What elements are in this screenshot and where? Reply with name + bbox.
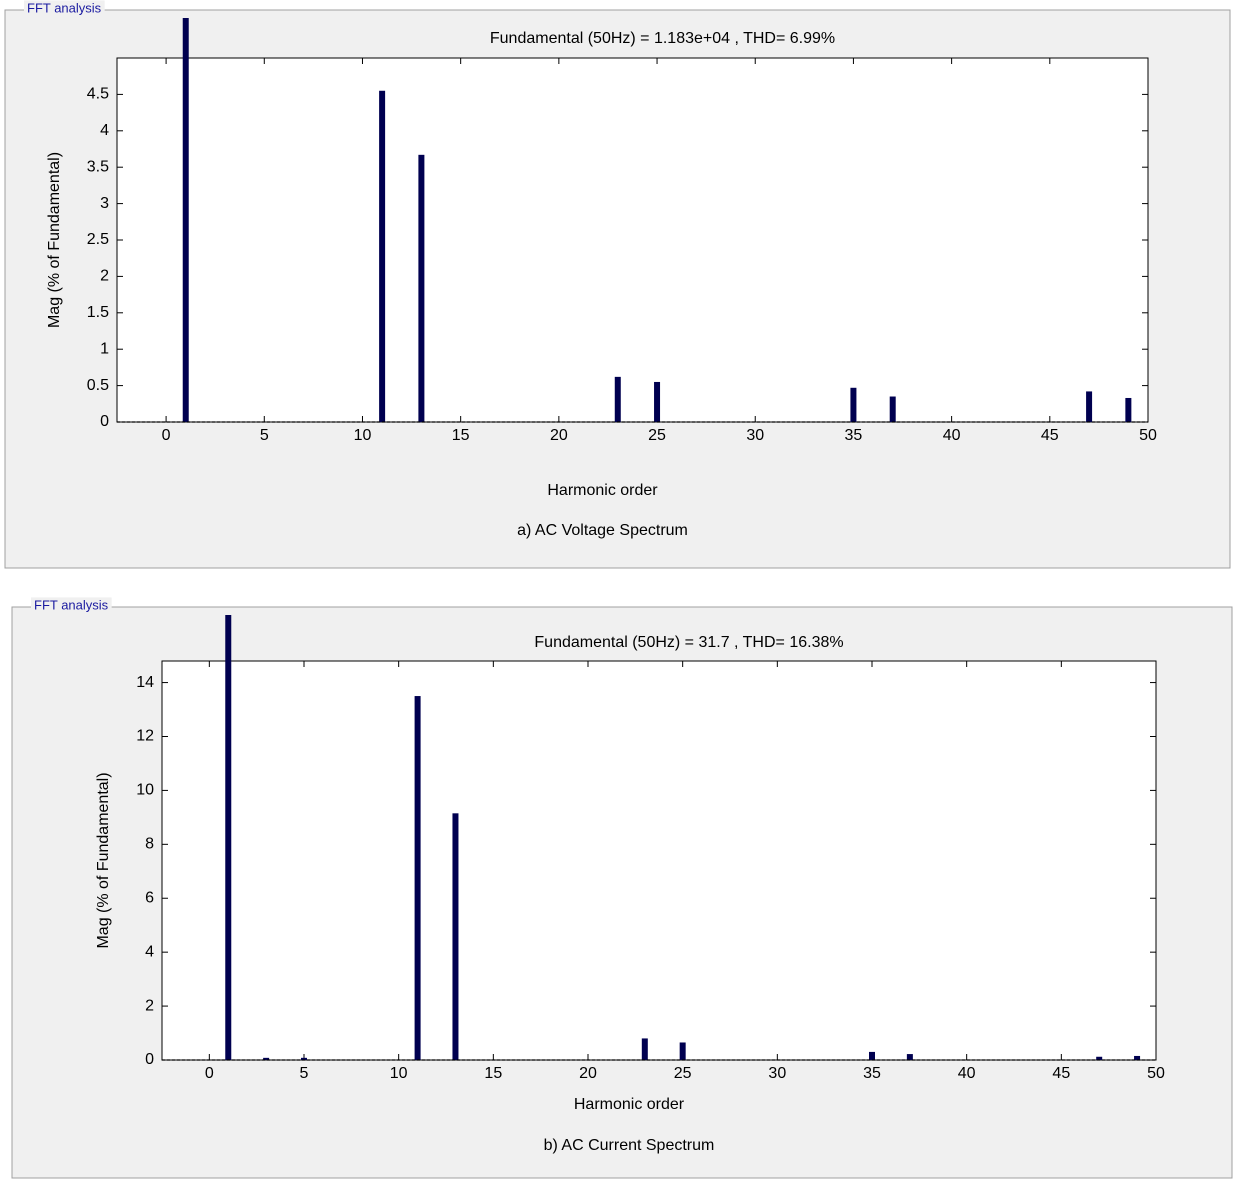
y-tick-label: 4.5	[87, 86, 109, 103]
y-tick-label: 4	[145, 943, 154, 960]
bar	[182, 18, 189, 422]
y-tick-label: 1	[100, 340, 109, 357]
bar	[1086, 391, 1093, 422]
x-tick-label: 5	[260, 427, 269, 444]
x-tick-label: 10	[390, 1065, 408, 1082]
y-tick-label: 14	[136, 674, 154, 691]
plot-area	[116, 57, 1149, 423]
x-axis-label: Harmonic order	[574, 1096, 685, 1113]
bar	[1096, 1056, 1103, 1060]
x-tick-label: 40	[958, 1065, 976, 1082]
x-tick-label: 25	[648, 427, 666, 444]
bar	[418, 154, 425, 422]
panel-label-bg	[24, 0, 105, 16]
bar	[641, 1038, 648, 1060]
y-axis-label: Mag (% of Fundamental)	[46, 152, 63, 328]
x-tick-label: 25	[674, 1065, 692, 1082]
bar	[301, 1057, 307, 1060]
y-tick-label: 0	[145, 1051, 154, 1068]
x-tick-label: 15	[452, 427, 470, 444]
x-tick-label: 35	[845, 427, 863, 444]
y-tick-label: 3	[100, 195, 109, 212]
x-tick-label: 5	[300, 1065, 309, 1082]
panel-label: FFT analysis	[27, 0, 102, 15]
caption: b) AC Current Spectrum	[544, 1137, 715, 1154]
y-tick-label: 2	[100, 268, 109, 285]
x-tick-label: 45	[1041, 427, 1059, 444]
y-tick-label: 4	[100, 122, 109, 139]
x-tick-label: 10	[354, 427, 372, 444]
y-tick-label: 8	[145, 836, 154, 853]
x-tick-label: 45	[1052, 1065, 1070, 1082]
bar	[1125, 397, 1132, 422]
bar	[654, 381, 661, 422]
panel-label: FFT analysis	[34, 597, 109, 612]
bar	[263, 1057, 270, 1060]
x-tick-label: 35	[863, 1065, 881, 1082]
y-tick-label: 0	[100, 413, 109, 430]
bar	[889, 396, 896, 422]
panel-label-bg	[31, 597, 112, 613]
x-tick-label: 50	[1147, 1065, 1165, 1082]
x-tick-label: 30	[746, 427, 764, 444]
y-tick-label: 2.5	[87, 231, 109, 248]
y-tick-label: 3.5	[87, 158, 109, 175]
bar	[1134, 1055, 1141, 1060]
fft-panel: FFT analysis 0 2 4 6 8 10 12 14 0 5 10 15 20 25 30 35 40 4…	[11, 597, 1233, 1179]
y-tick-label: 12	[136, 728, 154, 745]
x-tick-label: 0	[162, 427, 171, 444]
bar	[869, 1051, 875, 1060]
y-axis-label: Mag (% of Fundamental)	[95, 772, 112, 948]
x-tick-label: 30	[768, 1065, 786, 1082]
y-tick-label: 2	[145, 997, 154, 1014]
bar	[379, 90, 386, 422]
x-tick-label: 15	[484, 1065, 502, 1082]
x-tick-label: 50	[1139, 427, 1157, 444]
bar	[679, 1042, 686, 1060]
x-tick-label: 0	[205, 1065, 214, 1082]
x-axis-label: Harmonic order	[547, 482, 658, 499]
x-tick-label: 40	[943, 427, 961, 444]
y-tick-label: 0.5	[87, 377, 109, 394]
x-tick-label: 20	[579, 1065, 597, 1082]
y-tick-label: 6	[145, 889, 154, 906]
bar	[452, 813, 459, 1060]
y-tick-label: 10	[136, 782, 154, 799]
bar	[906, 1054, 913, 1060]
caption: a) AC Voltage Spectrum	[517, 522, 688, 539]
plot-area	[161, 660, 1157, 1061]
bar	[414, 696, 421, 1060]
bar	[225, 615, 232, 1060]
x-tick-label: 20	[550, 427, 568, 444]
chart-title: Fundamental (50Hz) = 31.7 , THD= 16.38%	[534, 634, 843, 651]
fft-panel: FFT analysis 0 0.5 1 1.5 2 2.5 3 3.5 4 4.5 0 5 10 15 20…	[4, 0, 1231, 569]
chart-title: Fundamental (50Hz) = 1.183e+04 , THD= 6.…	[490, 30, 835, 47]
y-tick-label: 1.5	[87, 304, 109, 321]
bar	[850, 387, 857, 422]
bar	[614, 376, 621, 422]
